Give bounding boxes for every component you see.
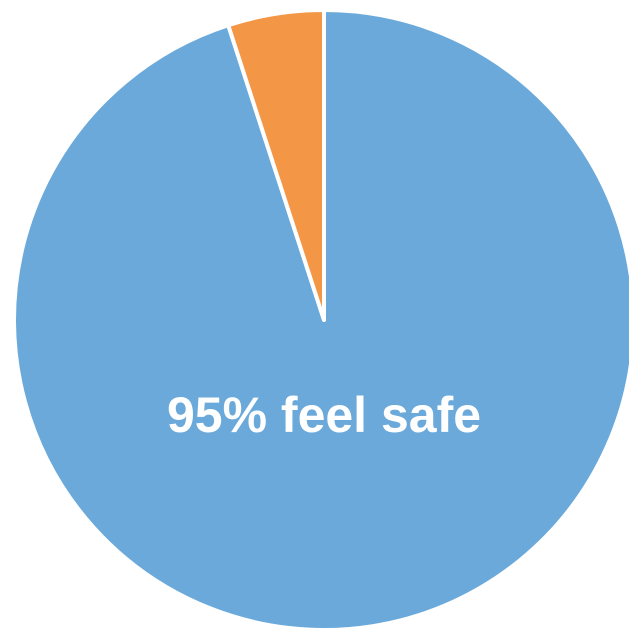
pie-slice-0 <box>12 8 629 629</box>
pie-slice-1 <box>226 8 326 322</box>
pie-slices <box>12 8 629 629</box>
slice-label-feel-safe: 95% feel safe <box>167 387 481 443</box>
